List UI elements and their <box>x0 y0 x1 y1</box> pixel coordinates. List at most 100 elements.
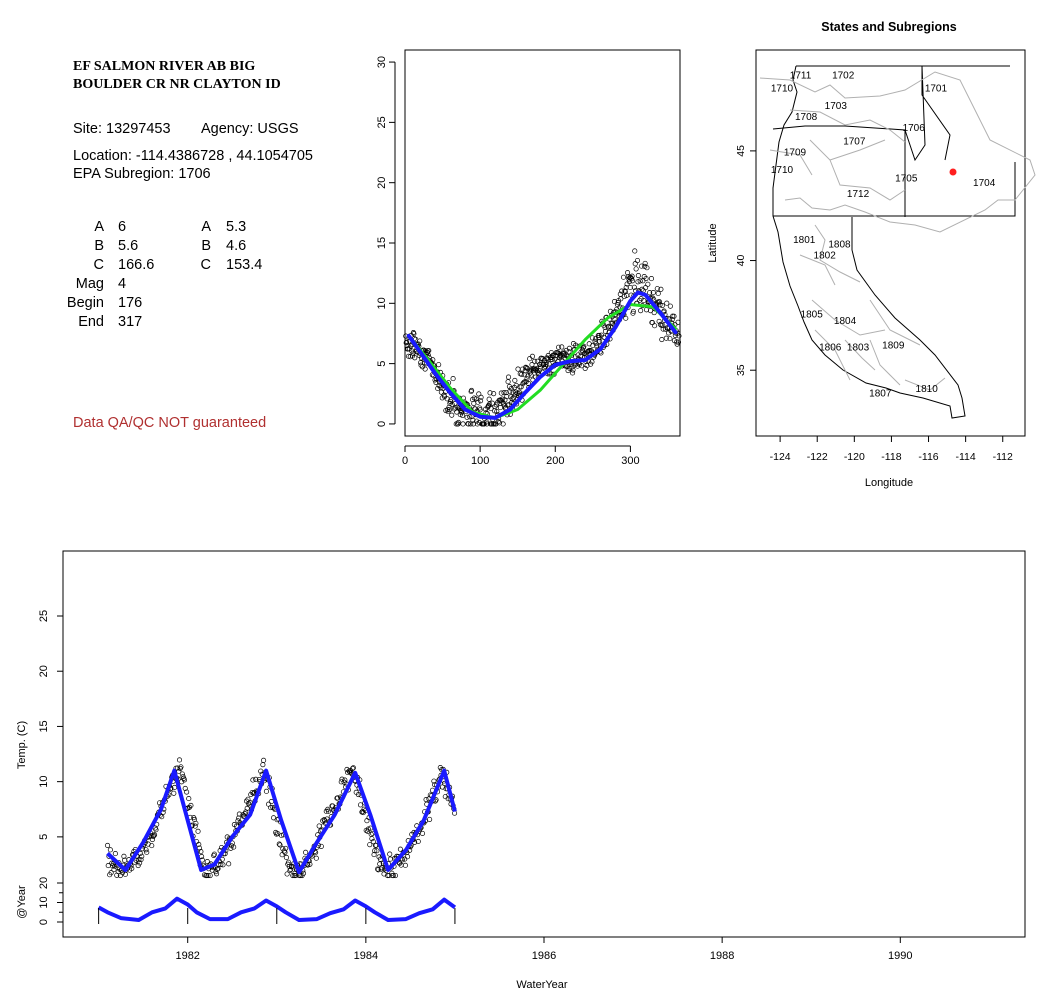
data-point <box>446 407 453 413</box>
data-point <box>417 338 423 344</box>
data-point <box>651 310 657 316</box>
data-point <box>268 805 274 811</box>
data-point <box>544 356 550 362</box>
data-point <box>632 261 638 267</box>
data-point <box>392 872 398 879</box>
data-point <box>455 419 462 426</box>
data-point <box>552 356 558 362</box>
map-frame <box>755 49 1026 437</box>
data-point <box>548 350 554 356</box>
data-point <box>657 299 663 305</box>
data-point <box>107 847 113 853</box>
data-point <box>501 403 508 409</box>
data-point <box>430 357 436 363</box>
subregion-label: 1710 <box>771 84 794 95</box>
data-point <box>379 865 385 871</box>
subregion-label: 1709 <box>784 147 807 158</box>
data-point <box>214 866 220 872</box>
subregion-label: 1703 <box>825 101 848 112</box>
data-point <box>360 809 366 815</box>
data-point <box>325 808 331 814</box>
data-point <box>288 866 294 872</box>
data-point <box>277 842 283 848</box>
y2-tick-label: 10 <box>38 896 50 908</box>
data-point <box>263 788 269 794</box>
data-point <box>448 397 454 403</box>
station-title-line2: BOULDER CR NR CLAYTON ID <box>73 77 281 92</box>
data-point <box>663 335 669 341</box>
x-tick-label: -118 <box>881 451 901 463</box>
data-point <box>198 849 204 855</box>
data-point <box>483 419 489 425</box>
data-point <box>619 288 625 294</box>
data-point <box>195 828 201 834</box>
x-tick-label: -122 <box>807 451 828 463</box>
data-point <box>468 421 474 427</box>
data-point <box>404 339 410 345</box>
data-point <box>178 764 184 770</box>
param-key: A <box>201 219 211 235</box>
data-point <box>211 851 217 857</box>
data-point <box>532 358 538 364</box>
data-point <box>524 376 530 382</box>
data-point <box>644 265 650 271</box>
data-point <box>556 344 562 350</box>
data-point <box>318 843 324 849</box>
data-point <box>410 350 416 356</box>
data-point <box>512 377 518 383</box>
data-point <box>313 855 319 861</box>
data-point <box>422 366 428 372</box>
data-point <box>104 842 111 848</box>
seasonal-points <box>403 248 682 427</box>
data-point <box>602 328 609 334</box>
subregion-label: 1701 <box>925 84 948 95</box>
x-tick-label: 1990 <box>888 950 912 962</box>
y-tick-label: 15 <box>38 720 50 732</box>
x-tick-label: -116 <box>918 451 938 463</box>
data-point <box>641 298 647 304</box>
data-point <box>524 365 530 371</box>
data-point <box>283 845 289 851</box>
data-point <box>659 336 665 343</box>
data-point <box>253 776 259 782</box>
location-label: Location: -114.4386728 , 44.1054705 <box>73 148 313 164</box>
y-tick-label: 25 <box>376 116 388 128</box>
data-point <box>501 390 507 396</box>
data-point <box>657 321 664 327</box>
subregion-label: 1804 <box>834 316 857 327</box>
data-point <box>404 854 411 860</box>
param-key: B <box>94 238 104 254</box>
y-tick-label: 45 <box>735 145 747 157</box>
annual-fit-line <box>97 896 457 922</box>
data-point <box>112 851 118 857</box>
data-point <box>364 818 370 824</box>
data-point <box>643 285 649 291</box>
data-point <box>218 861 224 868</box>
data-point <box>500 421 506 427</box>
x-tick-label: -124 <box>770 451 791 463</box>
agency-label: Agency: USGS <box>201 121 299 137</box>
data-point <box>507 388 513 394</box>
x-tick-label: 200 <box>546 455 564 467</box>
subregion-label: 1810 <box>916 384 939 395</box>
map-boundaries <box>759 65 1036 419</box>
data-point <box>606 324 612 330</box>
param-value: 4.6 <box>226 238 246 254</box>
data-point <box>602 324 608 330</box>
data-point <box>249 789 255 796</box>
data-point <box>412 355 418 361</box>
x-tick-label: -114 <box>956 451 976 463</box>
data-point <box>605 324 611 330</box>
data-point <box>149 843 155 849</box>
data-point <box>372 848 378 854</box>
data-point <box>467 414 473 420</box>
data-point <box>460 412 466 418</box>
data-point <box>498 390 504 396</box>
data-point <box>519 371 525 378</box>
data-point <box>435 385 441 392</box>
data-point <box>403 340 409 346</box>
data-point <box>642 260 648 266</box>
subregion-label: 1710 <box>771 165 794 176</box>
data-point <box>449 402 455 408</box>
data-point <box>478 394 484 400</box>
